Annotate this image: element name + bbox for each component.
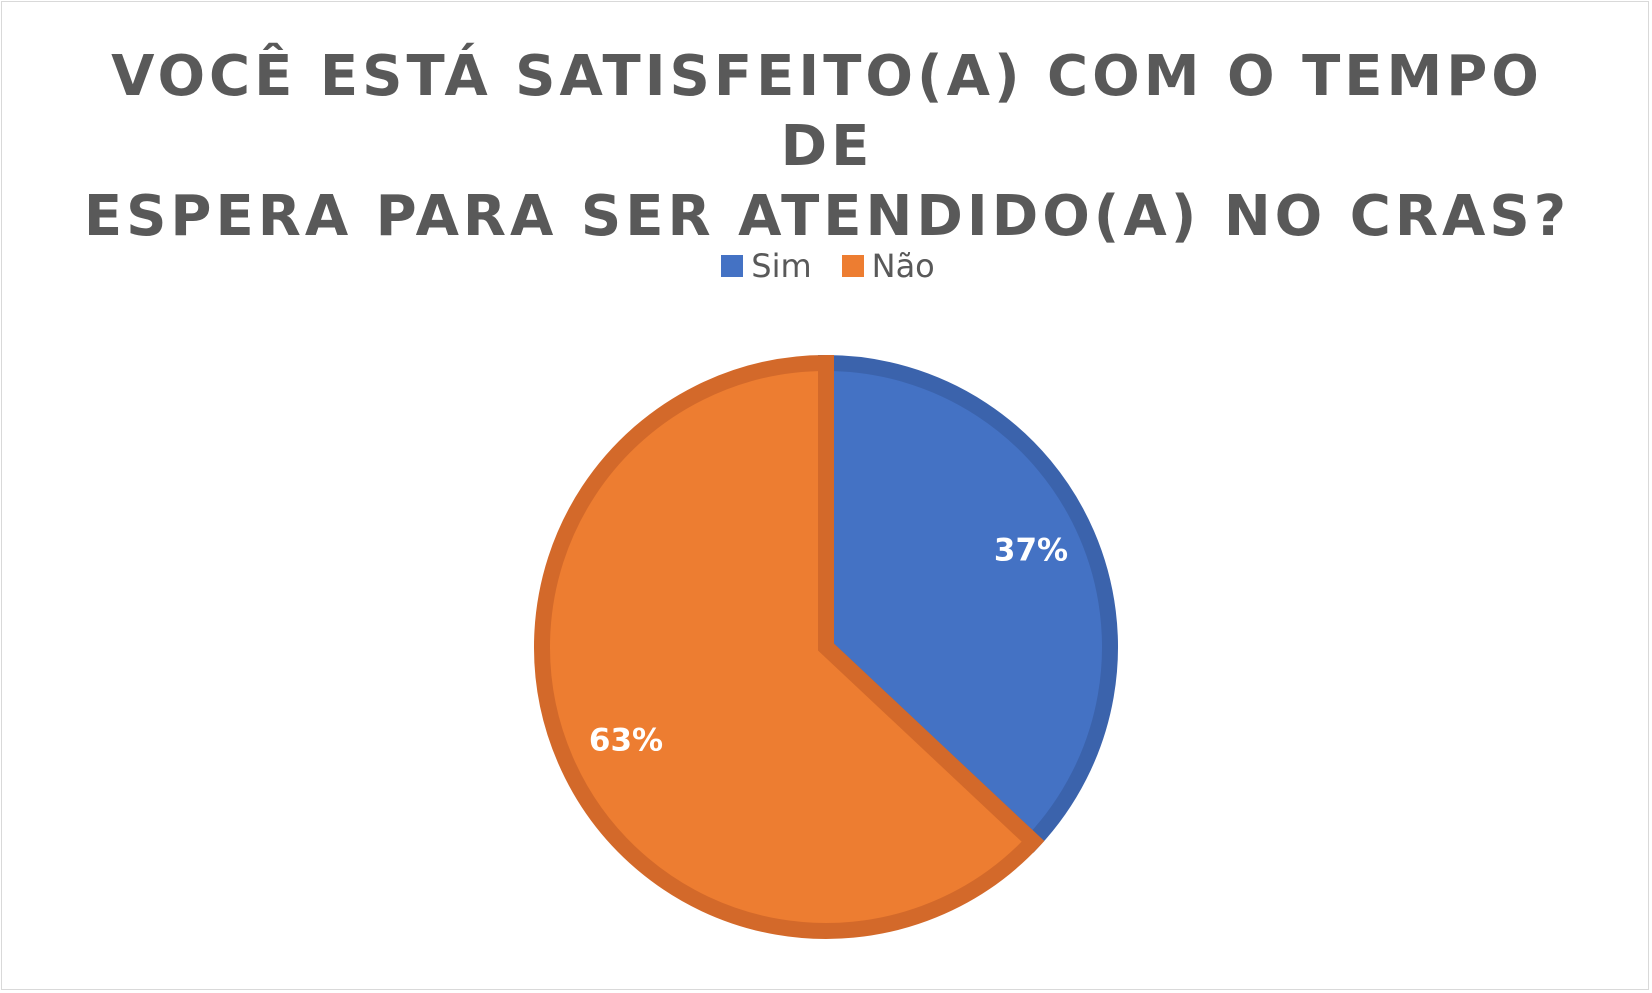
pie-slice-sim: [818, 354, 1118, 853]
data-label-nao: 63%: [589, 723, 663, 759]
pie-slices: [534, 354, 1118, 939]
legend-item-sim: Sim: [721, 247, 812, 285]
legend-swatch-sim: [721, 255, 744, 277]
pie-slice-nao: [534, 354, 1045, 939]
legend-item-nao: Não: [841, 247, 935, 285]
legend-label-sim: Sim: [751, 247, 812, 285]
chart-title-line-1: VOCÊ ESTÁ SATISFEITO(A) COM O TEMPO DE: [111, 44, 1543, 179]
chart-title: VOCÊ ESTÁ SATISFEITO(A) COM O TEMPO DE E…: [82, 42, 1572, 252]
legend: Sim Não: [2, 247, 1652, 285]
legend-swatch-nao: [841, 255, 864, 277]
legend-label-nao: Não: [871, 247, 935, 285]
chart-title-line-2: ESPERA PARA SER ATENDIDO(A) NO CRAS?: [83, 184, 1571, 249]
data-label-sim: 37%: [994, 533, 1068, 569]
pie-data-labels: 37% 63%: [589, 533, 1068, 759]
